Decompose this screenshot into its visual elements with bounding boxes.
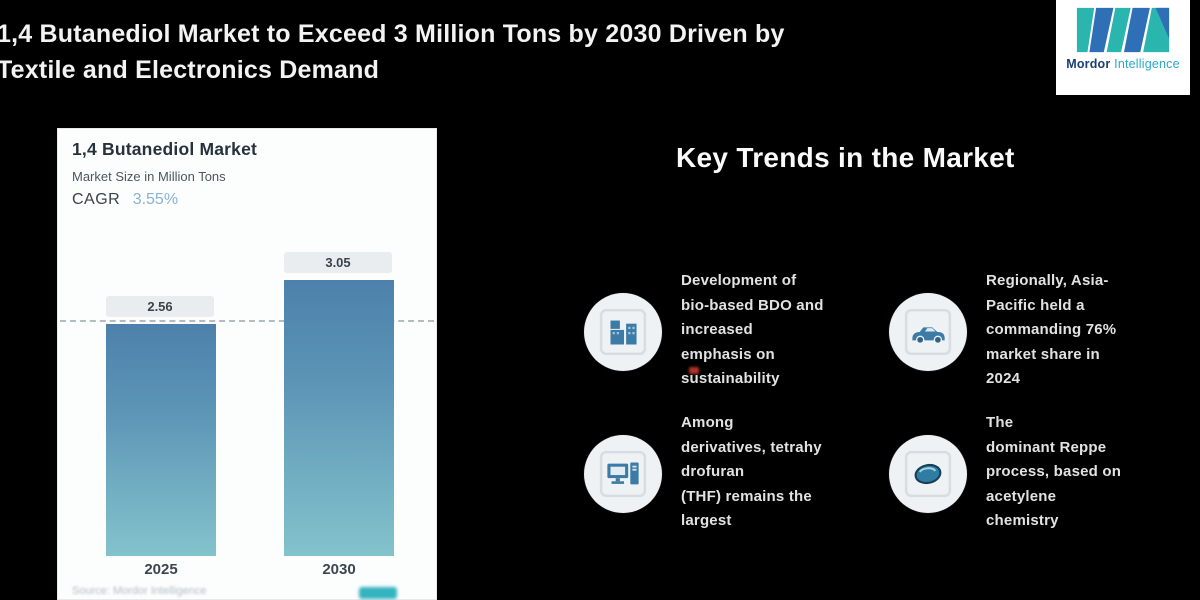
chart-subtitle: Market Size in Million Tons <box>72 169 226 184</box>
reference-dashed-line <box>60 320 434 322</box>
cagr-value: 3.55% <box>132 191 179 208</box>
trend-2-icon-circle <box>889 293 967 371</box>
market-chart-card: 1,4 Butanediol Market Market Size in Mil… <box>57 128 437 600</box>
cagr-label: CAGR <box>72 191 121 208</box>
bar-value-label-2030: 3.05 <box>284 252 392 273</box>
logo-word-mordor: Mordor <box>1066 57 1111 71</box>
key-trends-heading: Key Trends in the Market <box>676 142 1015 173</box>
page-title: 1,4 Butanediol Market to Exceed 3 Millio… <box>0 20 785 84</box>
car-icon <box>904 308 952 356</box>
trend-4-icon-circle <box>889 435 967 513</box>
chart-title: 1,4 Butanediol Market <box>72 139 258 159</box>
x-axis-label-2030: 2030 <box>322 561 356 578</box>
bar-2030 <box>284 280 394 556</box>
computer-icon <box>599 450 647 498</box>
bar-chart-plot: 2.56 3.05 2025 2030 <box>58 129 436 599</box>
red-mark-artifact <box>689 367 699 374</box>
trend-1-text: Development of bio-based BDO and increas… <box>681 272 824 387</box>
x-axis-label-2025: 2025 <box>144 561 178 578</box>
mordor-intelligence-logo: Mordor Intelligence <box>1056 0 1190 95</box>
buildings-icon <box>599 308 647 356</box>
logo-word-intelligence: Intelligence <box>1114 57 1180 71</box>
trend-2-text: Regionally, Asia- Pacific held a command… <box>986 272 1117 387</box>
cagr-row: CAGR 3.55% <box>72 191 178 209</box>
bar-2025 <box>106 324 216 556</box>
trend-4-text: The dominant Reppe process, based on ace… <box>986 414 1122 529</box>
bar-value-label-2025: 2.56 <box>106 296 214 317</box>
trend-3-text: Among derivatives, tetrahy drofuran (THF… <box>681 414 822 529</box>
mordor-logo-mark <box>1076 7 1170 53</box>
source-attribution: Source: Mordor Intelligence <box>72 585 207 597</box>
chemistry-icon <box>904 450 952 498</box>
logo-wordmark: Mordor Intelligence <box>1066 57 1180 71</box>
trend-3-icon-circle <box>584 435 662 513</box>
trend-1-icon-circle <box>584 293 662 371</box>
footer-teal-accent <box>359 587 397 599</box>
